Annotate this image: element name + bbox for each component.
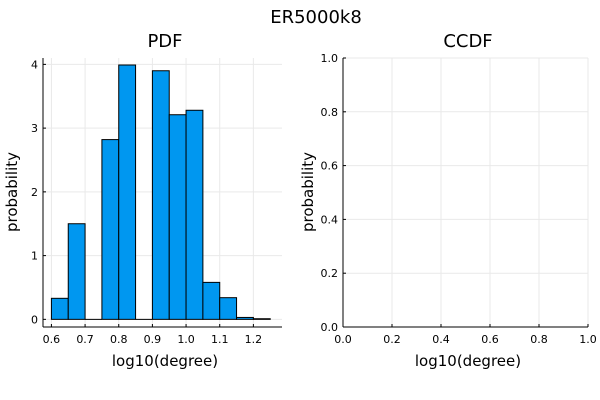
pdf-x-tick-label: 0.8 [110,333,128,346]
ccdf-x-tick-label: 0.8 [530,333,548,346]
ccdf-x-tick-label: 0.0 [334,333,352,346]
pdf-bar-4 [118,64,137,320]
ccdf-x-tick-label: 0.2 [383,333,401,346]
ccdf-y-tick-label: 0.2 [321,267,339,280]
ccdf-y-tick-label: 0.0 [321,321,339,334]
ccdf-x-tick-label: 0.6 [481,333,499,346]
ccdf-y-tick-label: 1.0 [321,52,339,65]
pdf-y-tick-label: 1 [31,250,38,263]
ccdf-title: CCDF [443,31,492,52]
pdf-bar-1 [67,223,86,320]
pdf-x-axis-label: log10(degree) [112,352,218,370]
pdf-axes [42,58,282,328]
pdf-bar-0 [50,297,69,320]
pdf-x-tick-label: 0.9 [144,333,162,346]
pdf-y-axis-label: probability [3,152,21,232]
pdf-y-tick-label: 2 [31,186,38,199]
pdf-bar-8 [185,109,204,320]
ccdf-panel: CCDF 0.0 0.2 0.4 0.6 0.8 1.0 0.0 0.2 0.4 0.6 0.8 1… [299,31,597,370]
pdf-y-tick-label: 4 [31,58,38,71]
pdf-bar-12 [252,318,271,320]
pdf-bar-10 [219,297,238,320]
pdf-y-tick-label: 3 [31,122,38,135]
pdf-bar-3 [101,139,120,320]
pdf-bar-6 [151,70,170,320]
ccdf-x-axis-label: log10(degree) [415,352,521,370]
pdf-y-ticks: 0 1 2 3 4 [31,58,46,326]
pdf-bar-7 [168,114,187,320]
pdf-bars [50,64,271,320]
pdf-bar-9 [202,281,221,320]
pdf-title: PDF [147,31,182,52]
figure-title: ER5000k8 [270,7,362,28]
ccdf-x-tick-label: 1.0 [579,333,597,346]
pdf-x-tick-label: 0.7 [76,333,94,346]
ccdf-y-tick-label: 0.6 [321,160,339,173]
ccdf-x-ticks: 0.0 0.2 0.4 0.6 0.8 1.0 [334,324,597,346]
pdf-x-tick-label: 1.2 [245,333,263,346]
pdf-bar-11 [236,316,254,320]
ccdf-grid [342,57,589,328]
pdf-x-tick-label: 0.6 [43,333,61,346]
ccdf-y-axis-label: probability [299,152,317,232]
ccdf-y-ticks: 0.0 0.2 0.4 0.6 0.8 1.0 [321,52,346,334]
pdf-x-tick-label: 1.0 [177,333,195,346]
pdf-y-tick-label: 0 [31,313,38,326]
ccdf-axes [342,58,588,328]
pdf-x-ticks: 0.6 0.7 0.8 0.9 1.0 1.1 1.2 [43,324,262,346]
pdf-panel: PDF 0.6 0.7 0.8 0.9 1.0 1.1 1.2 0 1 2 3 4 log10(de… [3,31,282,370]
ccdf-y-tick-label: 0.8 [321,106,339,119]
pdf-x-tick-label: 1.1 [211,333,229,346]
ccdf-y-tick-label: 0.4 [321,213,339,226]
ccdf-x-tick-label: 0.4 [432,333,450,346]
